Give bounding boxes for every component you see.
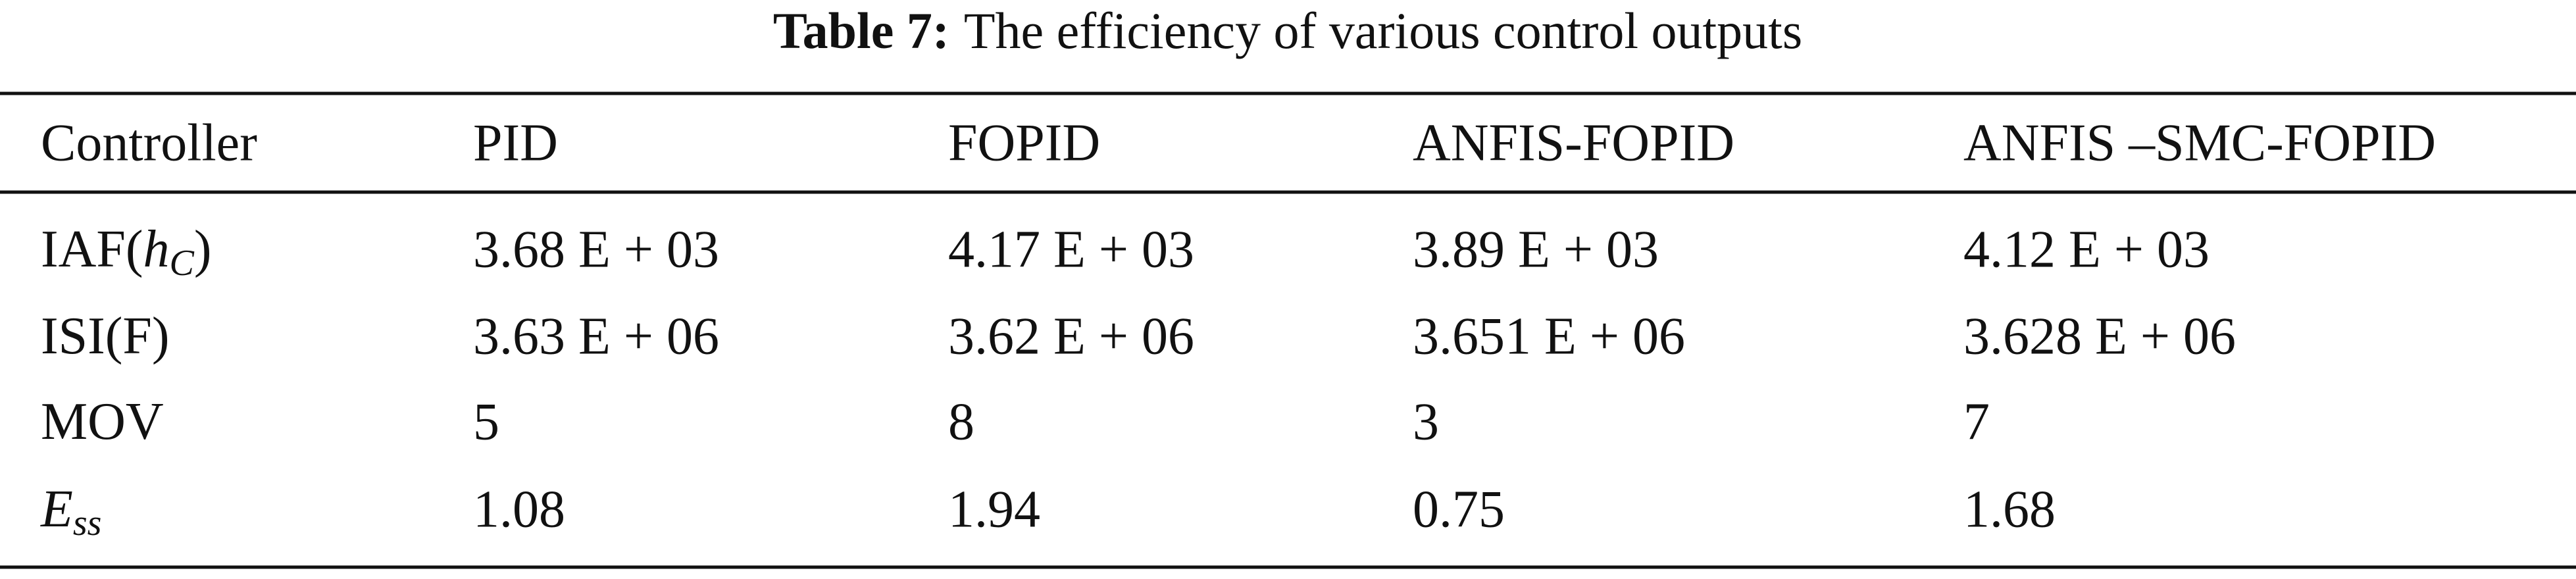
label-subscript: C [170,243,195,284]
label-subscript: ss [73,503,102,543]
table-cell: 3.651 E + 06 [1413,307,1685,365]
label-part: ) [194,220,212,278]
table-cell: 3.63 E + 06 [473,307,719,365]
header-cell: FOPID [948,114,1100,172]
row-label: MOV [41,393,164,451]
table-cell: 3.89 E + 03 [1413,220,1659,278]
table-cell: 3.628 E + 06 [1963,307,2236,365]
table-cell: 3.68 E + 03 [473,220,719,278]
caption-label: Table 7: [773,2,949,59]
table-cell: 1.08 [473,480,565,538]
table-cell: 8 [948,393,974,451]
header-cell: PID [473,114,558,172]
label-part: IAF( [41,220,143,278]
header-cell: Controller [41,114,257,172]
caption-text: The efficiency of various control output… [964,2,1802,59]
table-cell: 5 [473,393,499,451]
label-part: E [40,480,73,538]
table-cell: 1.94 [948,480,1040,538]
table-cell: 7 [1963,393,1990,451]
table-cell: 3 [1413,393,1439,451]
header-cell: ANFIS-FOPID [1413,114,1734,172]
row-label: IAF(hC) [41,220,212,284]
row-label: Ess [40,480,101,543]
header-cell: ANFIS –SMC-FOPID [1963,114,2436,172]
label-part: ISI(F) [41,307,170,365]
table-cell: 3.62 E + 06 [948,307,1194,365]
label-part: h [143,220,170,278]
table-cell: 1.68 [1963,480,2056,538]
table-cell: 0.75 [1413,480,1505,538]
label-part: MOV [41,393,164,451]
table-cell: 4.17 E + 03 [948,220,1194,278]
table-cell: 4.12 E + 03 [1963,220,2210,278]
row-label: ISI(F) [41,307,170,365]
caption: Table 7: The efficiency of various contro… [773,2,1802,59]
